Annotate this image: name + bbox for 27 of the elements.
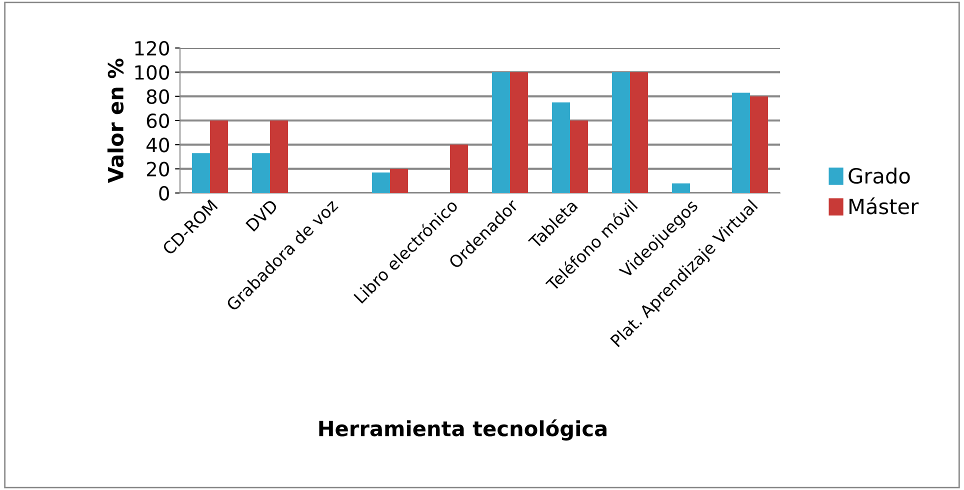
y-tick-label: 120 xyxy=(135,40,169,56)
bar xyxy=(252,153,270,193)
bar xyxy=(612,72,630,193)
y-tick-label: 60 xyxy=(146,113,169,128)
y-tick-label: 40 xyxy=(146,138,169,152)
y-tick-label: 0 xyxy=(159,186,169,201)
bar xyxy=(450,144,468,193)
bar xyxy=(372,172,390,193)
y-tick-label: 20 xyxy=(146,162,169,176)
y-axis-title: Valor en % xyxy=(107,58,124,183)
bar xyxy=(510,72,528,193)
bar xyxy=(672,183,690,193)
y-tick-label: 80 xyxy=(146,89,169,104)
bar xyxy=(210,120,228,193)
bar xyxy=(732,92,750,193)
y-tick-label: 100 xyxy=(135,65,169,80)
legend-label: Grado xyxy=(848,168,910,184)
bar xyxy=(270,120,288,193)
bar xyxy=(750,96,768,193)
bar xyxy=(630,72,648,193)
legend-label: Máster xyxy=(850,197,919,214)
x-axis-title: Herramienta tecnológica xyxy=(319,419,606,441)
bar xyxy=(192,153,210,193)
bar xyxy=(390,168,408,193)
bar xyxy=(492,72,510,193)
bar xyxy=(552,102,570,193)
bar xyxy=(570,120,588,193)
